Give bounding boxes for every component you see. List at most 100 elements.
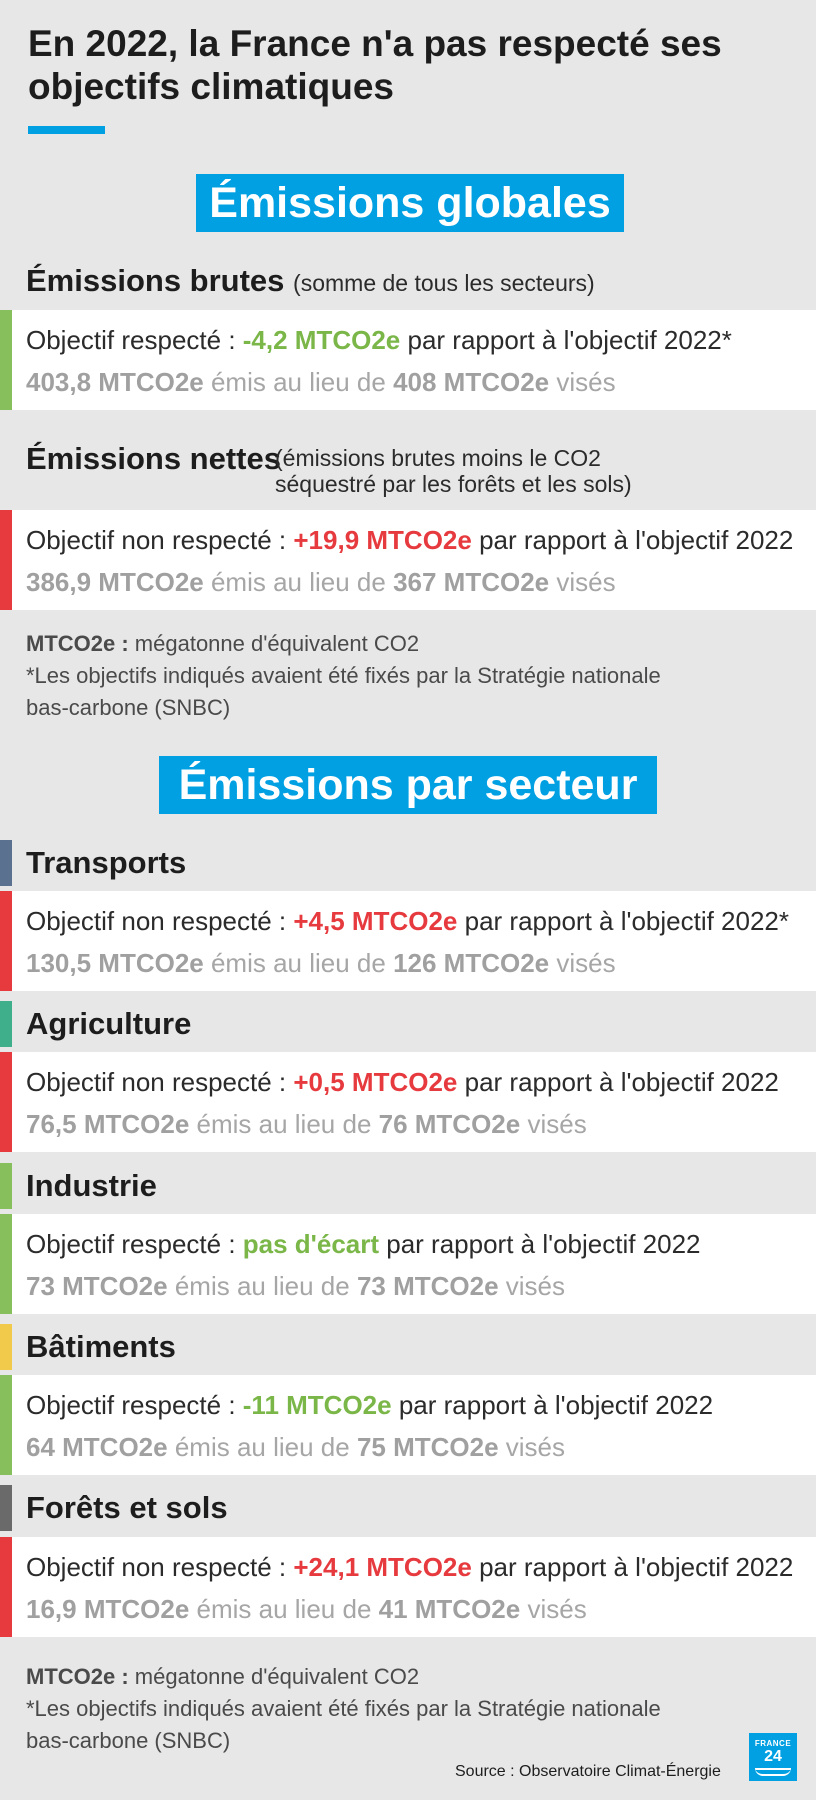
status-bar-ok — [0, 1214, 12, 1314]
objective-line: Objectif non respecté : +24,1 MTCO2e par… — [26, 1551, 793, 1583]
nettes-label: Émissions nettes — [26, 441, 281, 476]
objective-suffix: par rapport à l'objectif 2022 — [471, 1552, 794, 1582]
emitted-value: 386,9 MTCO2e — [26, 567, 204, 597]
objective-delta: -11 MTCO2e — [242, 1390, 392, 1420]
target-value: 367 MTCO2e — [393, 567, 550, 597]
emitted-value: 76,5 MTCO2e — [26, 1109, 190, 1139]
emission-end: visés — [549, 567, 616, 597]
emitted-value: 73 MTCO2e — [26, 1271, 168, 1301]
row-head-agriculture: Agriculture — [0, 1001, 816, 1047]
sector-color-bar — [0, 1324, 12, 1370]
card-transports: Objectif non respecté : +4,5 MTCO2e par … — [0, 891, 816, 991]
objective-suffix: par rapport à l'objectif 2022 — [457, 1067, 779, 1097]
source-credit: Source : Observatoire Climat-Énergie — [455, 1763, 721, 1780]
objective-prefix: Objectif respecté : — [26, 1229, 243, 1259]
objective-prefix: Objectif non respecté : — [26, 525, 294, 555]
objective-suffix: par rapport à l'objectif 2022* — [457, 906, 790, 936]
target-value: 75 MTCO2e — [356, 1432, 499, 1462]
card-agriculture: Objectif non respecté : +0,5 MTCO2e par … — [0, 1052, 816, 1152]
emission-end: visés — [520, 1594, 587, 1624]
section-banner-sectors: Émissions par secteur — [159, 756, 657, 814]
footnote-note-1: *Les objectifs indiqués avaient été fixé… — [26, 1696, 661, 1721]
brutes-label: Émissions brutes — [26, 263, 285, 298]
objective-delta: +19,9 MTCO2e — [293, 525, 472, 555]
sector-color-bar — [0, 1001, 12, 1047]
emitted-value: 16,9 MTCO2e — [26, 1594, 190, 1624]
objective-prefix: Objectif non respecté : — [26, 906, 294, 936]
objective-line: Objectif non respecté : +19,9 MTCO2e par… — [26, 524, 793, 556]
row-head-forets: Forêts et sols — [0, 1485, 816, 1531]
title-underline — [28, 126, 105, 134]
target-value: 41 MTCO2e — [378, 1594, 521, 1624]
sector-color-bar — [0, 840, 12, 886]
objective-suffix: par rapport à l'objectif 2022 — [391, 1390, 714, 1420]
emission-mid: émis au lieu de — [189, 1594, 379, 1624]
logo-line-1: FRANCE — [754, 1739, 792, 1748]
footnote-sectors: MTCO2e : mégatonne d'équivalent CO2 *Les… — [26, 1661, 661, 1757]
objective-delta: -4,2 MTCO2e — [242, 325, 401, 355]
emission-end: visés — [549, 948, 616, 978]
objective-suffix: par rapport à l'objectif 2022 — [379, 1229, 701, 1259]
emission-line: 130,5 MTCO2e émis au lieu de 126 MTCO2e … — [26, 947, 616, 979]
row-head-batiments: Bâtiments — [0, 1324, 816, 1370]
footnote-note-1: *Les objectifs indiqués avaient été fixé… — [26, 663, 661, 688]
emission-mid: émis au lieu de — [167, 1432, 357, 1462]
objective-delta: +4,5 MTCO2e — [293, 906, 458, 936]
status-bar-ko — [0, 1052, 12, 1152]
emission-line: 403,8 MTCO2e émis au lieu de 408 MTCO2e … — [26, 366, 616, 398]
status-bar-ok — [0, 310, 12, 410]
emission-line: 73 MTCO2e émis au lieu de 73 MTCO2e visé… — [26, 1270, 565, 1302]
card-forets: Objectif non respecté : +24,1 MTCO2e par… — [0, 1537, 816, 1637]
objective-line: Objectif non respecté : +0,5 MTCO2e par … — [26, 1066, 779, 1098]
emission-line: 64 MTCO2e émis au lieu de 75 MTCO2e visé… — [26, 1431, 565, 1463]
row-head-nettes: Émissions nettes — [0, 436, 816, 482]
target-value: 76 MTCO2e — [378, 1109, 521, 1139]
row-head-transports: Transports — [0, 840, 816, 886]
sector-label: Forêts et sols — [26, 1490, 228, 1525]
objective-delta: pas d'écart — [242, 1229, 380, 1259]
brutes-note: (somme de tous les secteurs) — [293, 270, 595, 296]
objective-line: Objectif respecté : -11 MTCO2e par rappo… — [26, 1389, 713, 1421]
objective-delta: +24,1 MTCO2e — [293, 1552, 472, 1582]
footnote-unit-def: mégatonne d'équivalent CO2 — [128, 1664, 420, 1689]
sector-label: Bâtiments — [26, 1329, 176, 1364]
emission-end: visés — [549, 367, 616, 397]
card-batiments: Objectif respecté : -11 MTCO2e par rappo… — [0, 1375, 816, 1475]
emission-mid: émis au lieu de — [203, 567, 394, 597]
france24-logo: FRANCE 24 — [749, 1733, 797, 1781]
emitted-value: 403,8 MTCO2e — [26, 367, 204, 397]
footnote-note-2: bas-carbone (SNBC) — [26, 695, 231, 720]
emitted-value: 64 MTCO2e — [26, 1432, 168, 1462]
emission-mid: émis au lieu de — [189, 1109, 379, 1139]
sector-label: Industrie — [26, 1168, 157, 1203]
status-bar-ko — [0, 510, 12, 610]
row-head-industrie: Industrie — [0, 1163, 816, 1209]
sector-color-bar — [0, 1485, 12, 1531]
footnote-note-2: bas-carbone (SNBC) — [26, 1728, 231, 1753]
target-value: 408 MTCO2e — [393, 367, 550, 397]
row-head-brutes: Émissions brutes (somme de tous les sect… — [0, 258, 816, 304]
emission-end: visés — [498, 1432, 566, 1462]
sector-color-bar — [0, 1163, 12, 1209]
emitted-value: 130,5 MTCO2e — [26, 948, 204, 978]
footnote-unit-label: MTCO2e : — [26, 1664, 129, 1689]
objective-prefix: Objectif non respecté : — [26, 1552, 294, 1582]
section-banner-global: Émissions globales — [196, 174, 624, 232]
target-value: 126 MTCO2e — [393, 948, 550, 978]
objective-prefix: Objectif non respecté : — [26, 1067, 294, 1097]
nettes-note-1: (émissions brutes moins le CO2 — [275, 445, 601, 471]
row-head-label: Émissions brutes (somme de tous les sect… — [26, 258, 595, 306]
card-brutes: Objectif respecté : -4,2 MTCO2e par rapp… — [0, 310, 816, 410]
objective-line: Objectif respecté : pas d'écart par rapp… — [26, 1228, 701, 1260]
status-bar-ko — [0, 891, 12, 991]
objective-prefix: Objectif respecté : — [26, 325, 243, 355]
logo-waves-icon — [755, 1768, 791, 1776]
nettes-note-2: séquestré par les forêts et les sols) — [275, 471, 632, 497]
card-industrie: Objectif respecté : pas d'écart par rapp… — [0, 1214, 816, 1314]
objective-line: Objectif respecté : -4,2 MTCO2e par rapp… — [26, 324, 732, 356]
objective-line: Objectif non respecté : +4,5 MTCO2e par … — [26, 905, 789, 937]
emission-line: 16,9 MTCO2e émis au lieu de 41 MTCO2e vi… — [26, 1593, 587, 1625]
emission-line: 386,9 MTCO2e émis au lieu de 367 MTCO2e … — [26, 566, 616, 598]
footnote-unit-label: MTCO2e : — [26, 631, 129, 656]
footnote-global: MTCO2e : mégatonne d'équivalent CO2 *Les… — [26, 628, 661, 724]
